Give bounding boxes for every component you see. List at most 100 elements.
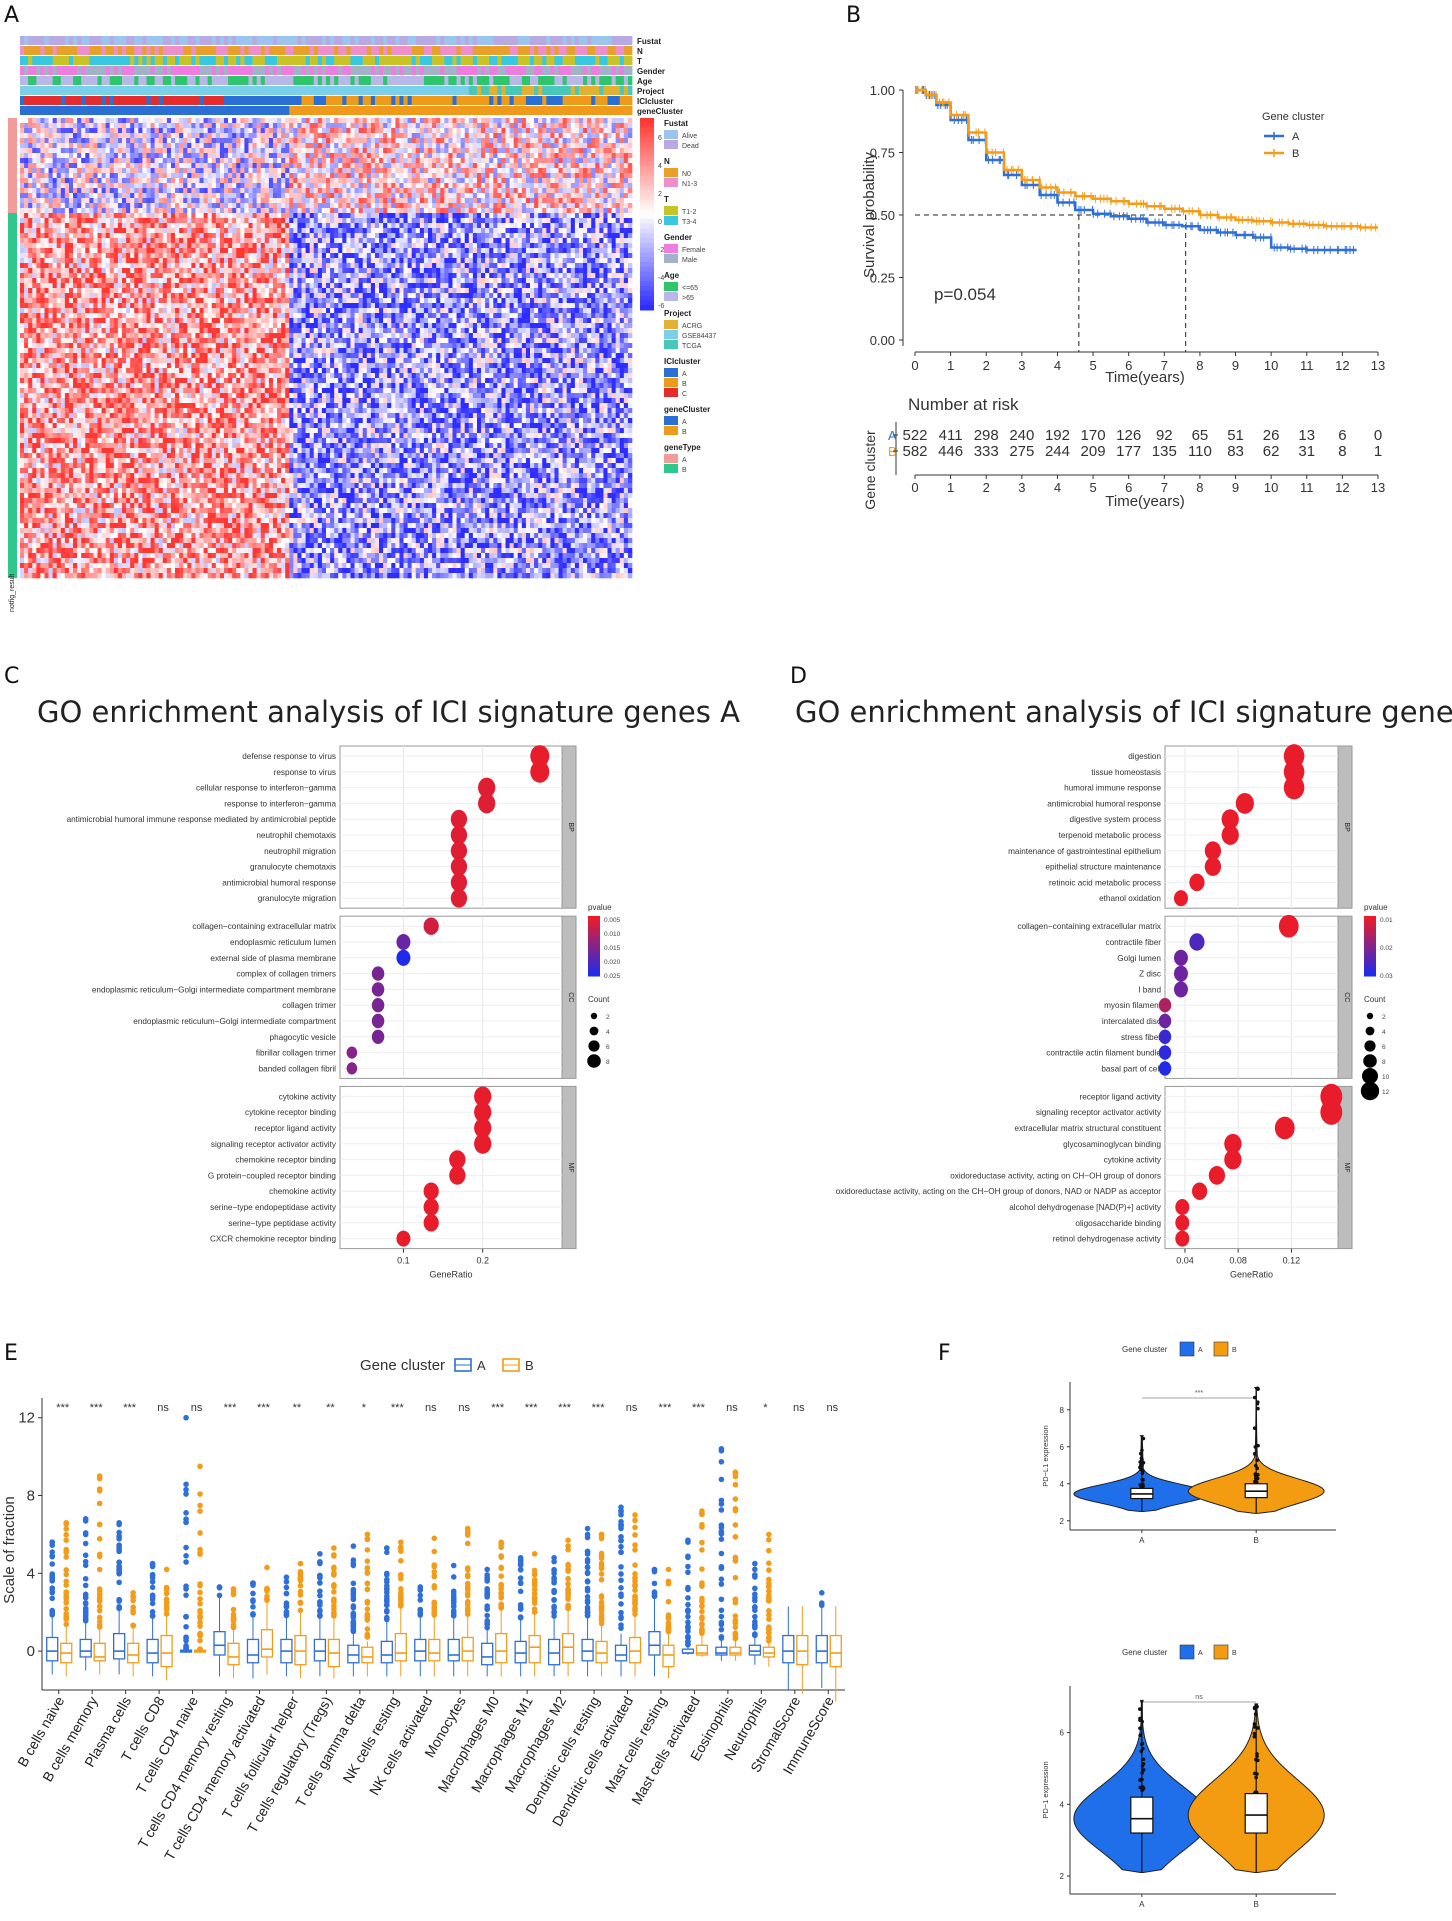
heatmap-cell <box>326 133 330 138</box>
heatmap-cell <box>200 193 204 198</box>
heatmap-cell <box>440 123 444 128</box>
heatmap-cell <box>273 153 277 158</box>
heatmap-cell <box>155 173 159 178</box>
heatmap-cell <box>530 213 534 218</box>
annotation-cell <box>212 66 216 75</box>
heatmap-cell <box>114 128 118 133</box>
annotation-cell <box>448 86 452 95</box>
annotation-cell <box>151 46 155 55</box>
annotation-cell <box>559 86 563 95</box>
heatmap-cell <box>138 133 142 138</box>
annotation-cell <box>452 66 456 75</box>
heatmap-cell <box>342 198 346 203</box>
heatmap-cell <box>387 123 391 128</box>
annotation-cell <box>616 96 620 105</box>
heatmap-cell <box>134 163 138 168</box>
heatmap-cell <box>571 193 575 198</box>
heatmap-cell <box>457 143 461 148</box>
heatmap-cell <box>375 128 379 133</box>
annotation-cell <box>542 66 546 75</box>
annotation-cell <box>567 56 571 65</box>
heatmap-cell <box>469 163 473 168</box>
annotation-cell <box>93 56 97 65</box>
heatmap-cell <box>167 203 171 208</box>
annotation-cell <box>493 86 497 95</box>
annotation-cell <box>89 36 93 45</box>
heatmap-cell <box>297 228 301 233</box>
heatmap-cell <box>212 128 216 133</box>
annotation-cell <box>110 106 114 115</box>
heatmap-cell <box>518 198 522 203</box>
annotation-cell <box>481 106 485 115</box>
annotation-cell <box>432 36 436 45</box>
heatmap-cell <box>342 168 346 173</box>
heatmap-cell <box>81 138 85 143</box>
heatmap-cell <box>98 163 102 168</box>
heatmap-cell <box>546 178 550 183</box>
annotation-cell <box>379 46 383 55</box>
heatmap-cell <box>24 133 28 138</box>
heatmap-cell <box>575 193 579 198</box>
annotation-cell <box>375 46 379 55</box>
annotation-cell <box>461 76 465 85</box>
heatmap-cell <box>461 183 465 188</box>
heatmap-cell <box>102 183 106 188</box>
heatmap-cell <box>526 118 530 123</box>
annotation-cell <box>297 36 301 45</box>
heatmap-cell <box>489 188 493 193</box>
heatmap-cell <box>159 178 163 183</box>
heatmap-cell <box>452 168 456 173</box>
annotation-cell <box>224 66 228 75</box>
heatmap-cell <box>289 133 293 138</box>
annotation-cell <box>89 46 93 55</box>
annotation-cell <box>481 66 485 75</box>
heatmap-cell <box>232 203 236 208</box>
heatmap-cell <box>448 123 452 128</box>
annotation-cell <box>248 56 252 65</box>
heatmap-cell <box>346 123 350 128</box>
heatmap-cell <box>424 193 428 198</box>
heatmap-cell <box>200 188 204 193</box>
heatmap-cell <box>412 158 416 163</box>
annotation-cell <box>28 36 32 45</box>
heatmap-cell <box>583 203 587 208</box>
heatmap-cell <box>579 133 583 138</box>
heatmap-cell <box>232 158 236 163</box>
heatmap-cell <box>501 158 505 163</box>
heatmap-cell <box>387 228 391 233</box>
heatmap-cell <box>49 183 53 188</box>
heatmap-cell <box>534 153 538 158</box>
annotation-cell <box>261 86 265 95</box>
annotation-cell <box>595 56 599 65</box>
heatmap-cell <box>546 193 550 198</box>
heatmap-cell <box>204 218 208 223</box>
heatmap-cell <box>191 178 195 183</box>
heatmap-cell <box>571 153 575 158</box>
annotation-cell <box>363 96 367 105</box>
heatmap-cell <box>371 198 375 203</box>
heatmap-cell <box>212 178 216 183</box>
heatmap-cell <box>187 228 191 233</box>
heatmap-cell <box>98 198 102 203</box>
heatmap-cell <box>24 203 28 208</box>
heatmap-cell <box>257 123 261 128</box>
heatmap-cell <box>93 203 97 208</box>
annotation-cell <box>134 86 138 95</box>
annotation-cell <box>608 96 612 105</box>
heatmap-cell <box>563 163 567 168</box>
annotation-cell <box>155 46 159 55</box>
annotation-cell <box>261 96 265 105</box>
heatmap-cell <box>595 223 599 228</box>
heatmap-cell <box>20 128 24 133</box>
heatmap-cell <box>40 178 44 183</box>
heatmap-cell <box>538 198 542 203</box>
annotation-cell <box>20 46 24 55</box>
annotation-cell <box>391 46 395 55</box>
annotation-cell <box>89 66 93 75</box>
heatmap-cell <box>493 223 497 228</box>
annotation-cell <box>579 36 583 45</box>
annotation-cell <box>314 106 318 115</box>
heatmap-cell <box>85 218 89 223</box>
heatmap-cell <box>595 213 599 218</box>
annotation-cell <box>224 56 228 65</box>
